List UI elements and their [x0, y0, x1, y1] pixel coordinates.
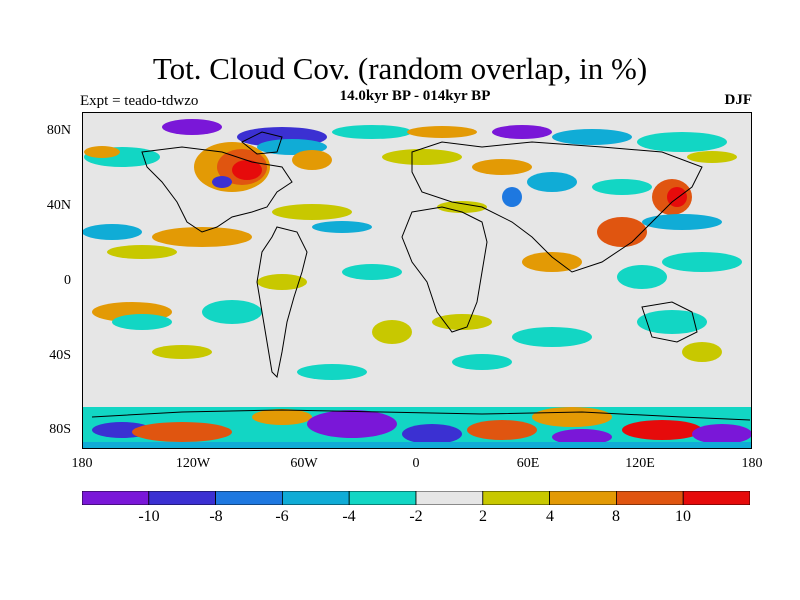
y-tick-label: 40N — [46, 198, 71, 213]
x-tick-label: 60W — [290, 456, 318, 471]
colorbar-label: 2 — [479, 508, 487, 525]
y-tick-label: 80N — [46, 123, 71, 138]
colorbar-swatch — [549, 491, 617, 505]
anomaly-fields — [82, 119, 752, 449]
colorbar-swatch — [281, 491, 350, 505]
plot-subtitle: 14.0kyr BP - 014kyr BP — [339, 88, 491, 104]
colorbar-label: -4 — [342, 508, 356, 525]
world-map — [82, 112, 752, 449]
y-tick-label: 40S — [49, 348, 71, 363]
colorbar — [82, 491, 750, 505]
season-label: DJF — [724, 92, 753, 108]
x-tick-label: 0 — [412, 456, 420, 471]
y-tick-label: 80S — [49, 422, 71, 437]
map-frame — [82, 112, 752, 449]
colorbar-label: -8 — [209, 508, 223, 525]
colorbar-swatch — [682, 491, 750, 505]
colorbar-swatch — [482, 491, 550, 505]
colorbar-swatch — [82, 491, 150, 505]
x-tick-label: 120E — [625, 456, 655, 471]
colorbar-swatch — [616, 491, 684, 505]
colorbar-label: 8 — [612, 508, 620, 525]
colorbar-label: -10 — [138, 508, 160, 525]
colorbar-label: -6 — [275, 508, 289, 525]
x-tick-label: 60E — [516, 456, 540, 471]
colorbar-swatch — [148, 491, 217, 505]
x-tick-label: 120W — [175, 456, 211, 471]
x-tick-label: 180 — [741, 456, 763, 471]
colorbar-swatch — [215, 491, 283, 505]
x-tick-label: 180 — [71, 456, 93, 471]
colorbar-label: 4 — [546, 508, 554, 525]
colorbar-swatch — [348, 491, 417, 505]
colorbar-swatch — [415, 491, 484, 505]
coastlines — [91, 131, 751, 421]
experiment-label: Expt = teado-tdwzo — [80, 93, 199, 109]
plot-title: Tot. Cloud Cov. (random overlap, in %) — [152, 51, 648, 86]
colorbar-label: -2 — [409, 508, 423, 525]
colorbar-label: 10 — [675, 508, 691, 525]
y-tick-label: 0 — [64, 273, 71, 288]
